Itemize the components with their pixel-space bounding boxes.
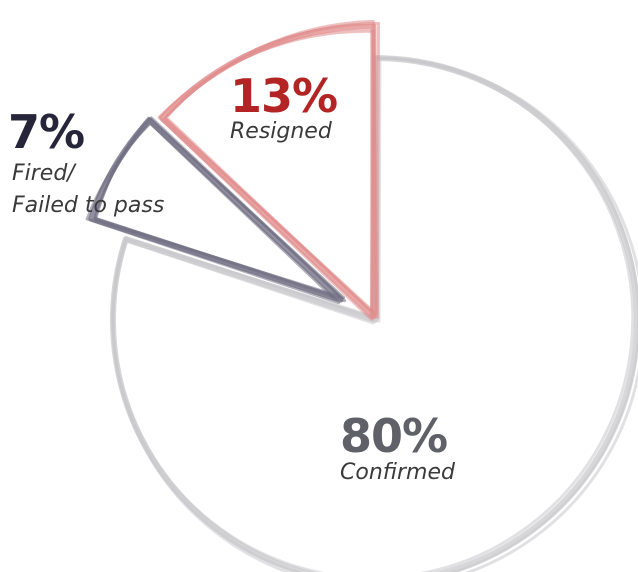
slice-label-resigned: Resigned [230,119,333,144]
pie-slices [85,19,638,572]
slice-value-label-fired: 7% [8,105,84,159]
slice-stroke-confirmed [111,56,638,572]
slice-label-fired-line2: Failed to pass [12,193,164,218]
slice-stroke-resigned [164,21,380,319]
slice-stroke-fired [85,121,341,305]
slice-label-confirmed: Confirmed [340,460,456,485]
pie-slice-fired [85,116,347,305]
pie-slice-resigned [157,19,380,321]
slice-value-label-resigned: 13% [230,69,337,123]
slice-stroke-confirmed [111,56,635,572]
pie-slice-confirmed [110,55,638,572]
slice-label-fired-line1: Fired/ [12,161,77,186]
slice-value-label-confirmed: 80% [340,409,447,463]
slice-stroke-fired [93,116,347,303]
slice-stroke-resigned [157,29,375,321]
